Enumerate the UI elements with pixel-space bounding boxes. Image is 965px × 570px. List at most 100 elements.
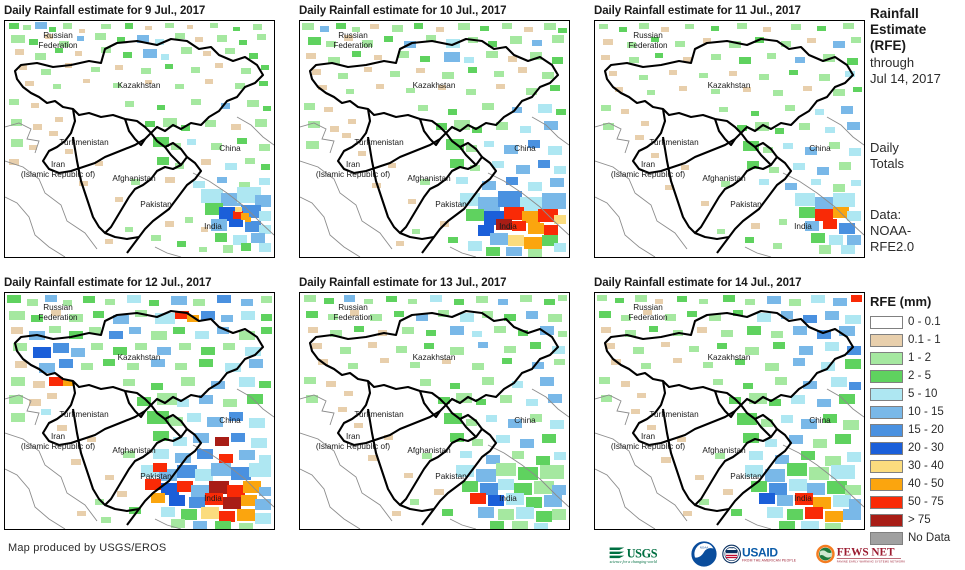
map-country-label: Pakistan — [435, 200, 467, 209]
map-country-label: Kazakhstan — [708, 353, 751, 362]
map-country-label: India — [204, 222, 222, 231]
map-country-label: China — [219, 416, 241, 425]
map-country-label: China — [514, 416, 536, 425]
map-country-label: India — [499, 494, 517, 503]
map-frame[interactable]: Russian Federation Kazakhstan Turkmenist… — [299, 292, 570, 530]
map-panel-9jul: Daily Rainfall estimate for 9 Jul., 2017 — [4, 4, 275, 258]
map-frame[interactable]: Russian Federation Kazakhstan Turkmenist… — [299, 20, 570, 258]
map-panel-title: Daily Rainfall estimate for 9 Jul., 2017 — [4, 5, 206, 17]
legend-item: 15 - 20 — [870, 421, 965, 439]
rainfall-map-14jul: Russian Federation Kazakhstan Turkmenist… — [595, 293, 864, 529]
map-panel-title: Daily Rainfall estimate for 13 Jul., 201… — [299, 277, 507, 289]
legend-swatch — [870, 369, 903, 383]
usgs-logo[interactable]: USGS science for a changing world — [608, 541, 686, 567]
legend-swatch — [870, 459, 903, 473]
legend-item: > 75 — [870, 511, 965, 529]
rfe-title-line1: Rainfall — [870, 6, 919, 21]
rfe-data-line3: RFE2.0 — [870, 239, 915, 254]
legend-swatch — [870, 315, 903, 329]
legend-label: 10 - 15 — [908, 405, 944, 418]
svg-text:NOAA: NOAA — [700, 546, 709, 550]
map-panel-title: Daily Rainfall estimate for 11 Jul., 201… — [594, 5, 801, 17]
map-country-label: Afghanistan — [407, 174, 451, 183]
map-country-label: Russian — [338, 303, 368, 312]
map-country-label: Afghanistan — [702, 446, 746, 455]
map-frame[interactable]: Russian Federation Kazakhstan Turkmenist… — [4, 292, 275, 530]
map-country-label: Federation — [333, 313, 373, 322]
map-country-label: Iran — [51, 160, 66, 169]
map-frame[interactable]: Russian Federation Kazakhstan Turkmenist… — [594, 20, 865, 258]
map-country-label: (Islamic Republic of) — [611, 170, 685, 179]
rainfall-map-9jul: Russian Federation Kazakhstan Turkmenist… — [5, 21, 274, 257]
legend-item: No Data — [870, 529, 965, 547]
map-country-label: Iran — [641, 432, 656, 441]
map-panel-11jul: Daily Rainfall estimate for 11 Jul., 201… — [594, 4, 865, 258]
legend-swatch — [870, 333, 903, 347]
map-country-label: Turkmenistan — [354, 138, 404, 147]
legend-swatch — [870, 477, 903, 491]
rfe-data-line2: NOAA- — [870, 223, 912, 238]
map-frame[interactable]: Russian Federation Kazakhstan Turkmenist… — [594, 292, 865, 530]
map-country-label: Iran — [51, 432, 66, 441]
svg-text:FROM THE AMERICAN PEOPLE: FROM THE AMERICAN PEOPLE — [742, 559, 797, 563]
rfe-aggregation: Daily Totals — [870, 140, 904, 172]
map-country-label: (Islamic Republic of) — [611, 442, 685, 451]
map-country-label: Kazakhstan — [708, 81, 751, 90]
legend-label: 50 - 75 — [908, 495, 944, 508]
rfe-title: Rainfall Estimate (RFE) — [870, 6, 926, 54]
legend-label: No Data — [908, 531, 951, 544]
legend-label: 0.1 - 1 — [908, 333, 941, 346]
legend-label: 40 - 50 — [908, 477, 944, 490]
svg-text:USGS: USGS — [627, 546, 658, 560]
map-country-label: India — [204, 494, 222, 503]
map-frame[interactable]: Russian Federation Kazakhstan Turkmenist… — [4, 20, 275, 258]
map-credit: Map produced by USGS/EROS — [8, 542, 167, 554]
map-country-label: Pakistan — [730, 472, 762, 481]
map-country-label: Federation — [38, 313, 78, 322]
map-country-label: China — [219, 144, 241, 153]
legend-item: 40 - 50 — [870, 475, 965, 493]
svg-text:USAID: USAID — [742, 545, 778, 559]
map-country-label: Russian — [43, 31, 73, 40]
legend-swatch — [870, 387, 903, 401]
legend-swatch — [870, 405, 903, 419]
usaid-logo[interactable]: USAID USAID FROM THE AMERICAN PEOPLE — [722, 541, 810, 567]
map-country-label: China — [809, 144, 831, 153]
legend-item: 0 - 0.1 — [870, 313, 965, 331]
rfe-title-line2: Estimate — [870, 22, 927, 37]
legend-item: 5 - 10 — [870, 385, 965, 403]
map-country-label: Afghanistan — [112, 446, 156, 455]
fewsnet-logo[interactable]: FEWS NET FAMINE EARLY WARNING SYSTEMS NE… — [815, 541, 905, 567]
svg-text:science for a changing world: science for a changing world — [610, 559, 658, 564]
map-country-label: China — [514, 144, 536, 153]
map-country-label: Pakistan — [730, 200, 762, 209]
map-country-label: Federation — [628, 41, 668, 50]
legend-label: 15 - 20 — [908, 423, 944, 436]
map-country-label: (Islamic Republic of) — [316, 170, 390, 179]
noaa-logo[interactable]: NOAA — [691, 541, 717, 567]
svg-text:FEWS NET: FEWS NET — [837, 547, 895, 559]
map-country-label: Kazakhstan — [118, 353, 161, 362]
map-country-label: Russian — [43, 303, 73, 312]
rainfall-map-11jul: Russian Federation Kazakhstan Turkmenist… — [595, 21, 864, 257]
legend-label: > 75 — [908, 513, 931, 526]
legend-swatch — [870, 495, 903, 509]
map-country-label: Afghanistan — [407, 446, 451, 455]
legend-item: 0.1 - 1 — [870, 331, 965, 349]
rfe-title-line3: (RFE) — [870, 38, 906, 53]
map-country-label: India — [794, 494, 812, 503]
map-country-label: Pakistan — [435, 472, 467, 481]
rfe-aggregation-line1: Daily — [870, 140, 899, 155]
map-panel-14jul: Daily Rainfall estimate for 14 Jul., 201… — [594, 276, 865, 530]
map-country-label: Pakistan — [140, 200, 172, 209]
legend-swatch — [870, 441, 903, 455]
map-country-label: Afghanistan — [112, 174, 156, 183]
map-panel-title: Daily Rainfall estimate for 12 Jul., 201… — [4, 277, 212, 289]
map-country-label: (Islamic Republic of) — [21, 170, 95, 179]
map-panel-title: Daily Rainfall estimate for 14 Jul., 201… — [594, 277, 802, 289]
legend-swatch — [870, 423, 903, 437]
legend-item: 20 - 30 — [870, 439, 965, 457]
legend-swatch — [870, 513, 903, 527]
map-country-label: Turkmenistan — [649, 410, 699, 419]
map-country-label: Turkmenistan — [354, 410, 404, 419]
